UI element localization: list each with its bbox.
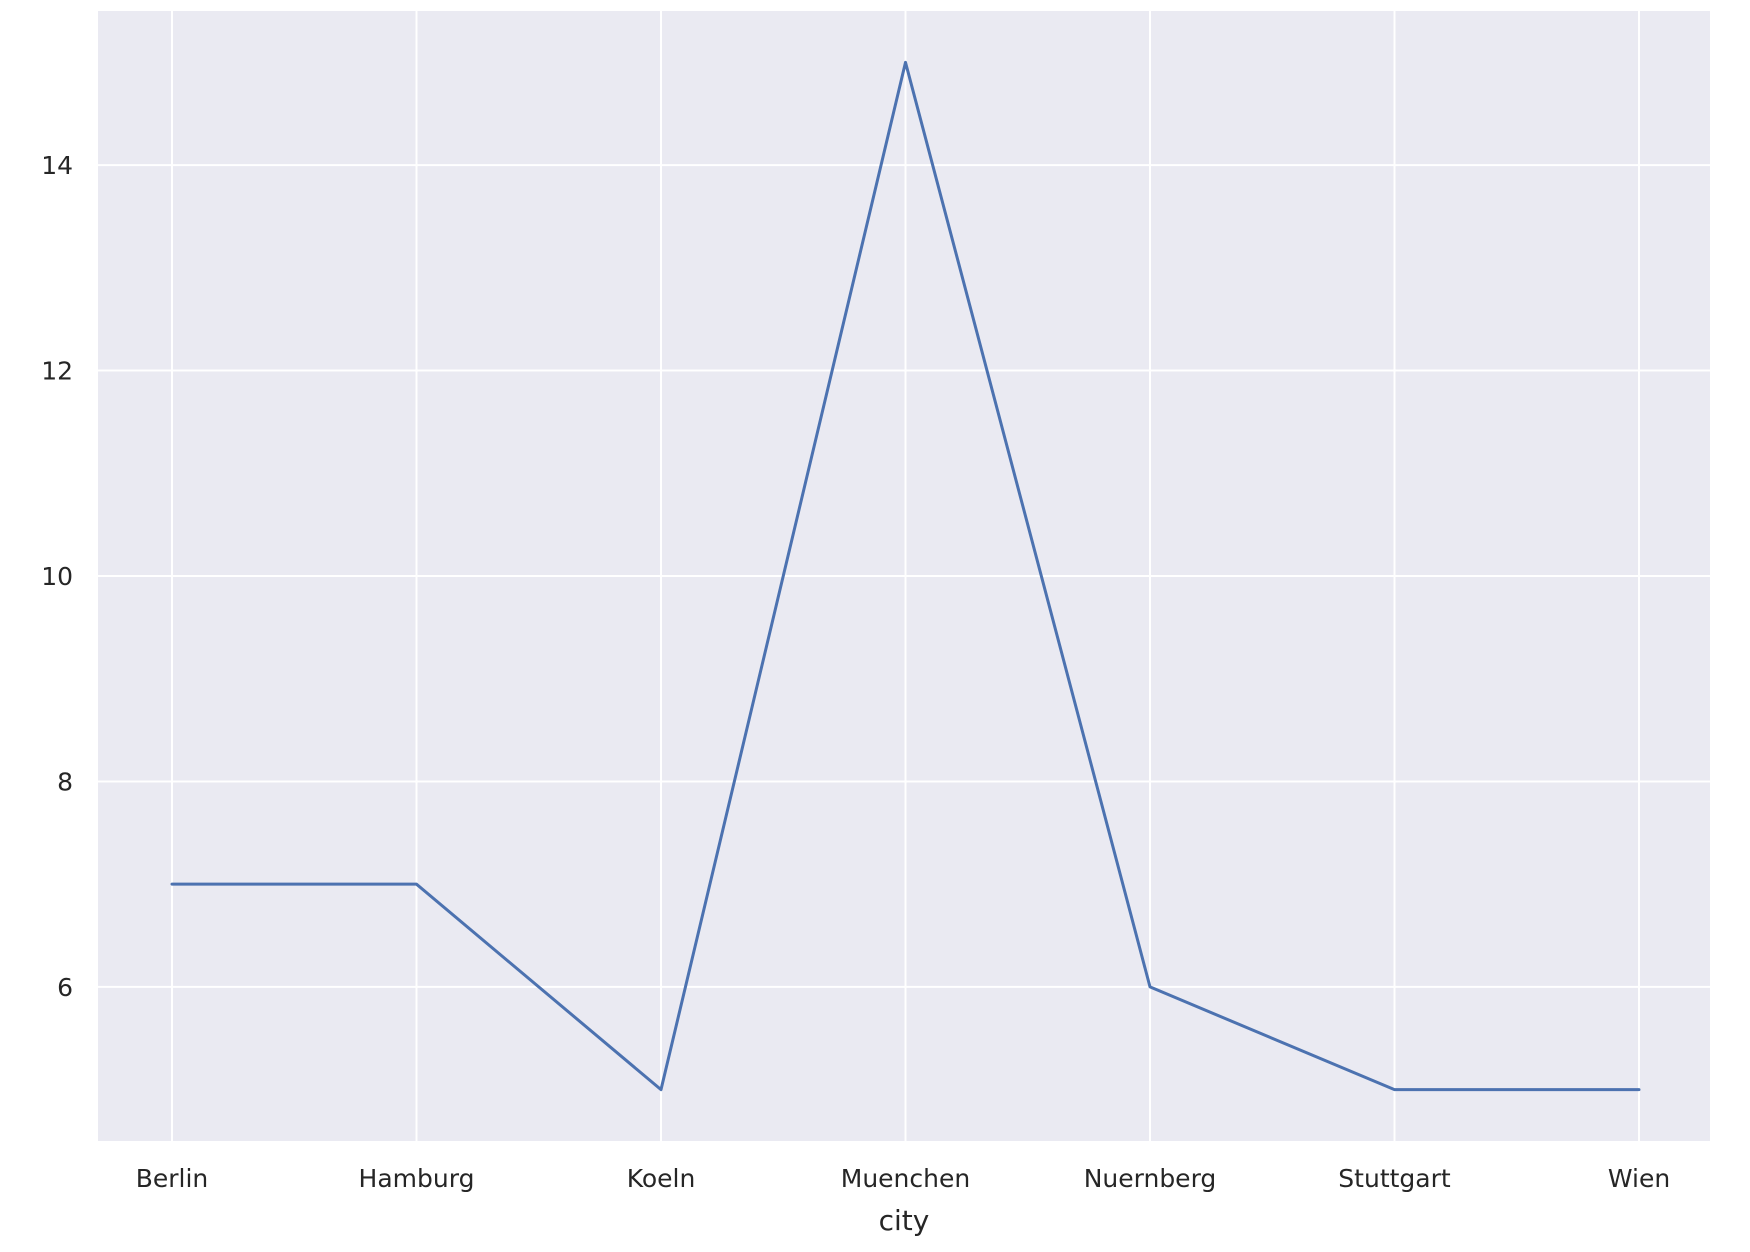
x-tick-label: Stuttgart [1338,1164,1451,1193]
series-line [170,60,1641,1092]
x-tick-label: Hamburg [359,1164,475,1193]
grid-lines [98,11,1710,1141]
series-layer [170,60,1641,1092]
x-tick-label: Koeln [627,1164,696,1193]
x-axis-label: city [879,1204,930,1237]
y-tick-label: 10 [41,562,73,591]
y-tick-label: 6 [57,973,73,1002]
y-tick-label: 8 [57,767,73,796]
x-tick-label: Muenchen [841,1164,970,1193]
x-tick-labels: Berlin Hamburg Koeln Muenchen Nuernberg Stutt… [136,1164,1670,1193]
y-tick-label: 12 [41,357,73,386]
x-tick-label: Wien [1608,1164,1670,1193]
x-tick-label: Nuernberg [1084,1164,1217,1193]
y-tick-label: 14 [41,151,73,180]
y-tick-labels: 6 8 10 12 14 [41,151,73,1002]
x-tick-label: Berlin [136,1164,209,1193]
